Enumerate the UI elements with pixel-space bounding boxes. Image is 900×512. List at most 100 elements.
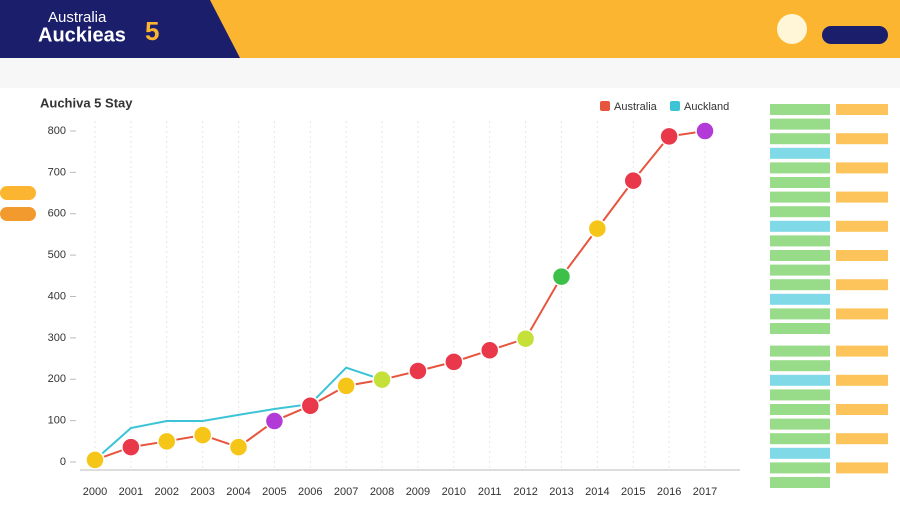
list-bar — [836, 345, 888, 357]
list-bar — [836, 323, 888, 334]
list-bar — [770, 162, 830, 174]
legend-swatch — [670, 101, 680, 111]
point — [264, 411, 285, 431]
list-bar — [770, 323, 830, 334]
point — [587, 218, 608, 239]
point — [372, 369, 392, 390]
x-tick-label: 2001 — [119, 486, 143, 498]
list-bar — [770, 279, 830, 291]
x-tick-label: 2010 — [442, 486, 466, 498]
point — [300, 395, 321, 416]
y-tick-label: 600 — [48, 208, 66, 220]
y-tick-label: 200 — [48, 373, 66, 385]
list-bar — [770, 293, 830, 305]
list-bar — [770, 177, 830, 188]
point — [192, 425, 213, 445]
list-bar — [770, 250, 830, 261]
x-tick-label: 2000 — [83, 486, 107, 498]
point — [157, 431, 177, 452]
list-bar — [770, 191, 830, 203]
chart-title: Auchiva 5 Stay — [40, 95, 133, 110]
series-line — [94, 130, 706, 461]
point — [444, 352, 464, 372]
list-bar — [836, 279, 888, 291]
list-bar — [770, 345, 830, 357]
list-bar — [836, 220, 888, 232]
list-bar — [770, 418, 830, 430]
list-bar — [770, 235, 830, 247]
list-bar — [770, 206, 830, 218]
point — [408, 361, 428, 381]
x-tick-label: 2008 — [370, 486, 394, 498]
list-bar — [836, 447, 888, 459]
list-bar — [836, 235, 888, 247]
x-tick-label: 2014 — [585, 486, 609, 498]
list-bar — [836, 264, 888, 276]
list-bar — [770, 433, 830, 445]
point — [623, 170, 643, 191]
list-bar — [770, 404, 830, 415]
list-bar — [770, 389, 830, 401]
list-bar — [836, 206, 888, 218]
toolbar — [0, 58, 900, 88]
list-bar — [836, 404, 888, 415]
list-bar — [836, 250, 888, 261]
x-tick-label: 2002 — [155, 486, 179, 498]
list-bar — [770, 133, 830, 145]
y-tick-label: 400 — [48, 290, 66, 302]
list-bar — [836, 147, 888, 159]
list-bar — [770, 147, 830, 159]
point — [479, 340, 500, 361]
list-bar — [836, 374, 888, 386]
list-bar — [836, 360, 888, 372]
list-bar — [770, 477, 830, 488]
point — [336, 376, 356, 396]
series-line — [94, 366, 383, 461]
list-bar — [770, 360, 830, 372]
x-tick-label: 2005 — [262, 486, 286, 498]
avatar[interactable] — [777, 14, 807, 44]
side-pill[interactable] — [0, 207, 36, 221]
list-bar — [836, 477, 888, 488]
list-bar — [770, 374, 830, 386]
list-bar — [770, 462, 830, 474]
point — [551, 266, 572, 287]
list-bar — [770, 220, 830, 232]
list-bar — [836, 133, 888, 145]
list-bar — [770, 118, 830, 130]
brand-panel — [0, 0, 240, 58]
x-tick-label: 2009 — [406, 486, 430, 498]
list-bar — [836, 433, 888, 445]
list-bar — [836, 462, 888, 474]
list-bar — [836, 418, 888, 430]
x-tick-label: 2017 — [693, 486, 717, 498]
header-button[interactable] — [822, 26, 888, 44]
y-tick-label: 300 — [48, 332, 66, 344]
point — [659, 126, 679, 147]
side-pill[interactable] — [0, 186, 36, 200]
list-bar — [770, 264, 830, 276]
list-bar — [836, 389, 888, 401]
list-bar — [836, 162, 888, 174]
point — [121, 437, 141, 457]
point — [695, 121, 715, 141]
y-tick-label: 700 — [48, 166, 66, 178]
x-tick-label: 2006 — [298, 486, 322, 498]
list-bar — [836, 118, 888, 130]
point — [515, 328, 536, 349]
brand-number: 5 — [145, 16, 159, 46]
x-tick-label: 2015 — [621, 486, 645, 498]
list-bar — [836, 104, 888, 115]
point — [228, 437, 249, 457]
legend-swatch — [600, 101, 610, 111]
x-tick-label: 2013 — [549, 486, 573, 498]
y-tick-label: 0 — [60, 456, 66, 468]
list-bar — [836, 191, 888, 203]
list-bar — [836, 177, 888, 188]
side-list — [770, 104, 888, 488]
x-tick-label: 2003 — [190, 486, 214, 498]
y-tick-label: 500 — [48, 249, 66, 261]
list-bar — [836, 308, 888, 320]
